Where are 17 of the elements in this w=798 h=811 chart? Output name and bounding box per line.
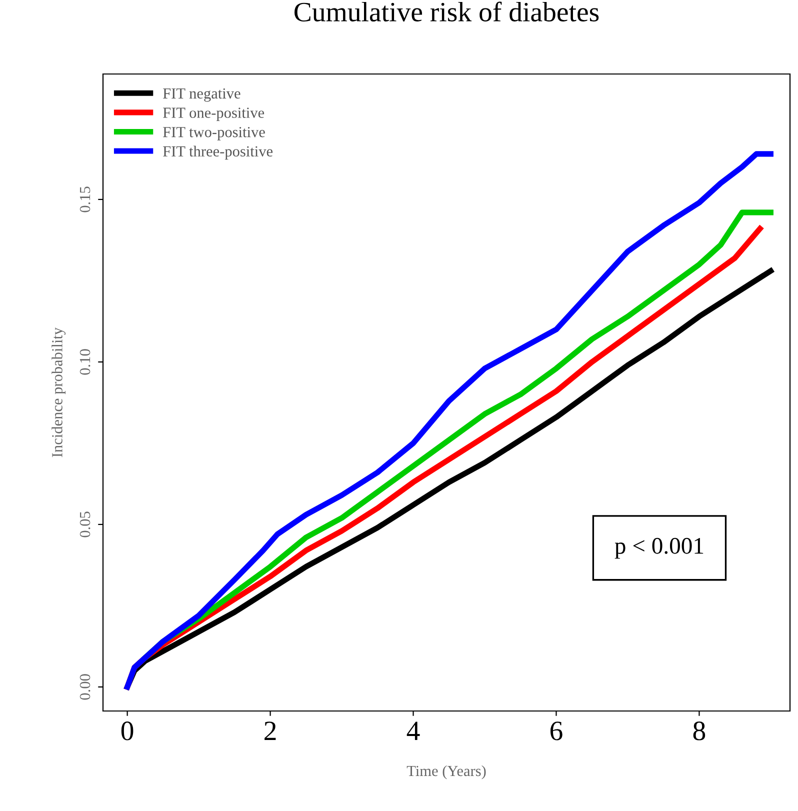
annotation: p < 0.001: [614, 538, 704, 559]
legend-label: FIT negative: [163, 88, 240, 102]
x-axis-title: Time (Years): [406, 765, 486, 780]
y-tick-label: 0.05: [80, 512, 90, 538]
legend-label: FIT two-positive: [163, 126, 265, 140]
legend-label: FIT three-positive: [163, 146, 273, 160]
x-tick-label: 0: [121, 722, 134, 740]
y-tick-label: 0.15: [80, 186, 90, 212]
x-tick-label: 8: [693, 722, 706, 740]
chart-title: Cumulative risk of diabetes: [294, 2, 599, 22]
x-tick-label: 2: [264, 722, 276, 740]
y-tick-label: 0.00: [80, 674, 90, 700]
y-tick-label: 0.10: [80, 349, 90, 375]
x-tick-label: 6: [550, 722, 562, 740]
y-axis-title: Incidence probability: [52, 327, 66, 458]
legend-label: FIT one-positive: [163, 108, 264, 122]
x-tick-label: 4: [406, 722, 420, 740]
